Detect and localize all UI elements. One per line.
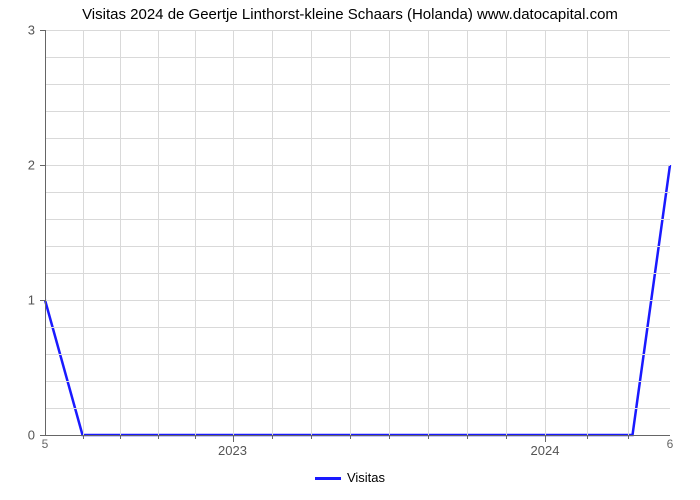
left-axis-line [45,30,46,435]
y-tick-label: 3 [28,23,35,38]
y-tick-label: 1 [28,293,35,308]
gridline-vertical [587,30,588,435]
plot-area: 01232023202456 [45,30,670,435]
x-tick-mark [233,435,234,442]
y-tick-label: 2 [28,158,35,173]
legend-label: Visitas [347,470,385,485]
gridline-vertical [120,30,121,435]
gridline-horizontal [45,57,670,58]
gridline-vertical [350,30,351,435]
gridline-vertical [195,30,196,435]
gridline-horizontal [45,273,670,274]
x-tick-label: 2023 [218,443,247,458]
gridline-vertical [389,30,390,435]
gridline-vertical [158,30,159,435]
line-series [45,30,670,435]
x-tick-mark [545,435,546,442]
gridline-horizontal [45,165,670,166]
x-range-label: 5 [42,437,49,451]
x-range-label: 6 [667,437,674,451]
gridline-horizontal [45,327,670,328]
gridline-horizontal [45,381,670,382]
gridline-horizontal [45,84,670,85]
gridline-vertical [428,30,429,435]
gridline-horizontal [45,219,670,220]
gridline-vertical [628,30,629,435]
chart-container: Visitas 2024 de Geertje Linthorst-kleine… [0,0,700,500]
x-tick-label: 2024 [531,443,560,458]
legend-swatch [315,477,341,480]
gridline-vertical [506,30,507,435]
gridline-horizontal [45,408,670,409]
chart-title: Visitas 2024 de Geertje Linthorst-kleine… [0,6,700,23]
gridline-vertical [545,30,546,435]
gridline-vertical [311,30,312,435]
gridline-vertical [272,30,273,435]
gridline-horizontal [45,30,670,31]
gridline-vertical [467,30,468,435]
gridline-horizontal [45,300,670,301]
gridline-horizontal [45,138,670,139]
gridline-vertical [83,30,84,435]
y-tick-label: 0 [28,428,35,443]
gridline-horizontal [45,246,670,247]
legend: Visitas [0,470,700,485]
gridline-horizontal [45,192,670,193]
bottom-axis-line [45,435,670,436]
gridline-horizontal [45,354,670,355]
gridline-vertical [233,30,234,435]
gridline-horizontal [45,111,670,112]
